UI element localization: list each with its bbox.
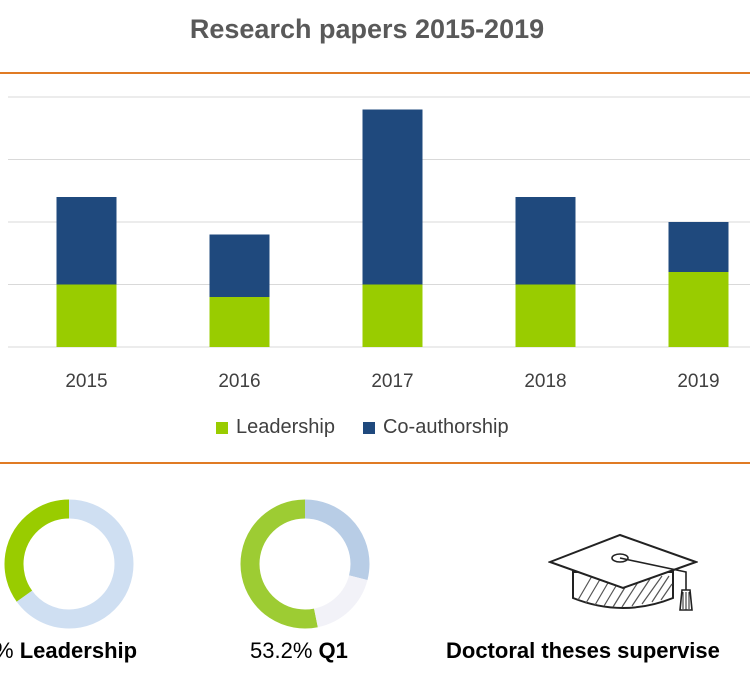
x-tick-label: 2017 — [371, 371, 413, 392]
q1-stat-value: 53.2% — [250, 638, 313, 663]
donut-segment — [4, 499, 134, 629]
q1-stat-label: 53.2% Q1 — [250, 638, 348, 664]
x-tick-label: 2016 — [218, 371, 260, 392]
legend-item-co-authorship: Co-authorship — [362, 416, 509, 439]
x-tick-label: 2015 — [65, 371, 107, 392]
x-tick-label: 2019 — [677, 371, 719, 392]
bar-leadership-2019 — [668, 272, 729, 347]
theses-stat-label: Doctoral theses supervise — [446, 638, 720, 664]
q1-stat-name: Q1 — [318, 638, 348, 663]
chart-legend: Leadership Co-authorship — [216, 416, 509, 439]
leadership-stat-name: Leadership — [19, 638, 138, 663]
legend-swatch-leadership — [216, 421, 228, 434]
legend-item-leadership: Leadership — [216, 416, 335, 439]
bar-co-authorship-2018 — [515, 197, 576, 285]
chart-title: Research papers 2015-2019 — [189, 14, 545, 44]
bar-leadership-2016 — [209, 297, 270, 347]
legend-label-co-authorship: Co-authorship — [382, 416, 509, 438]
bar-leadership-2018 — [515, 284, 576, 347]
leadership-stat-label: % Leadership — [0, 638, 137, 664]
leadership-donut-chart — [4, 499, 134, 629]
bar-co-authorship-2015 — [56, 197, 117, 285]
donut-segment — [240, 499, 370, 629]
top-divider — [0, 72, 750, 74]
leadership-stat-value: % — [0, 638, 14, 663]
legend-label-leadership: Leadership — [236, 416, 335, 438]
bar-leadership-2015 — [56, 284, 117, 347]
x-tick-label: 2018 — [524, 371, 566, 392]
bar-co-authorship-2017 — [362, 109, 423, 285]
stacked-bar-chart: 2015 2016 2017 2018 2019 — [8, 96, 750, 392]
legend-swatch-co-authorship — [362, 421, 375, 434]
theses-stat-name: Doctoral theses supervise — [446, 638, 720, 663]
q1-donut-chart — [240, 499, 370, 629]
bar-leadership-2017 — [362, 284, 423, 347]
bottom-divider — [0, 462, 750, 464]
graduation-cap-icon — [548, 533, 698, 611]
bar-co-authorship-2016 — [209, 234, 270, 297]
bar-co-authorship-2019 — [668, 222, 729, 272]
